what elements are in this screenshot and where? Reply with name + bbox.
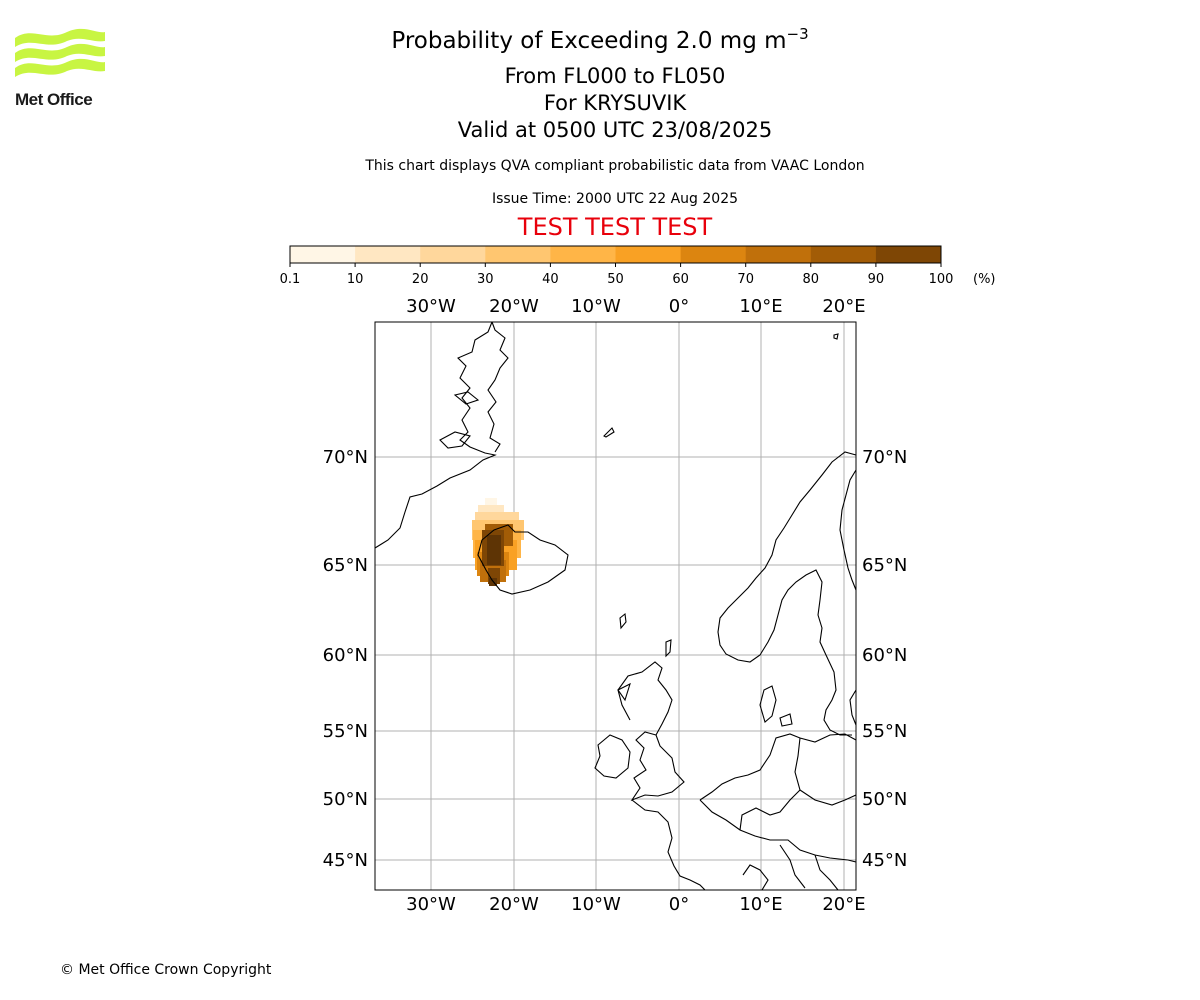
flight-levels: From FL000 to FL050: [504, 64, 726, 88]
colorbar-tick-label: 10: [347, 272, 364, 287]
lon-label-top: 20°W: [489, 296, 539, 317]
colorbar-swatch: [355, 246, 421, 263]
coastlines: [374, 321, 857, 891]
lon-label-top: 30°W: [406, 296, 456, 317]
lat-label-right: 45°N: [862, 850, 907, 871]
graticule: [375, 322, 856, 890]
lat-label-left: 60°N: [323, 645, 368, 666]
lon-label-bottom: 30°W: [406, 894, 456, 915]
lon-label-bottom: 20°W: [489, 894, 539, 915]
colorbar-tick-label: 20: [412, 272, 429, 287]
colorbar: 0.1 10 20 30 40 50 60 70 80 90 100 (%): [280, 245, 996, 287]
lon-label-bottom: 20°E: [822, 894, 865, 915]
met-office-wave-icon: [15, 28, 105, 77]
colorbar-swatch: [550, 246, 616, 263]
axis-labels: 30°W 30°W 20°W 20°W 10°W 10°W 0° 0° 10°E 10°E 20°E…: [323, 296, 908, 915]
colorbar-swatch: [745, 246, 812, 263]
lat-label-right: 70°N: [862, 447, 907, 468]
lat-label-left: 45°N: [323, 850, 368, 871]
map: 30°W 30°W 20°W 20°W 10°W 10°W 0° 0° 10°E 10°E 20°E…: [323, 296, 908, 915]
lat-label-right: 50°N: [862, 789, 907, 810]
location: For KRYSUVIK: [543, 91, 687, 115]
copyright: © Met Office Crown Copyright: [60, 962, 272, 978]
ash-plume: [472, 498, 524, 586]
colorbar-tick-label: 70: [737, 272, 754, 287]
lat-label-left: 50°N: [323, 789, 368, 810]
chart-title: Probability of Exceeding 2.0 mg m−3: [0, 26, 1200, 56]
lat-label-left: 70°N: [323, 447, 368, 468]
valid-time: Valid at 0500 UTC 23/08/2025: [457, 118, 773, 142]
lon-label-bottom: 10°E: [739, 894, 782, 915]
lon-label-bottom: 0°: [669, 894, 689, 915]
title-text: Probability of Exceeding 2.0 mg m: [391, 28, 787, 54]
title-exponent: −3: [786, 25, 809, 43]
lon-label-top: 0°: [669, 296, 689, 317]
lat-label-right: 55°N: [862, 721, 907, 742]
lat-label-left: 55°N: [323, 721, 368, 742]
colorbar-unit: (%): [973, 272, 996, 287]
chart-description: This chart displays QVA compliant probab…: [365, 158, 865, 174]
colorbar-tick-label: 60: [672, 272, 689, 287]
lon-label-top: 20°E: [822, 296, 865, 317]
map-background: [375, 322, 856, 890]
colorbar-tick-label: 50: [607, 272, 624, 287]
colorbar-swatch: [485, 246, 551, 263]
colorbar-swatch: [680, 246, 747, 263]
colorbar-tick-label: 80: [803, 272, 820, 287]
lat-label-right: 60°N: [862, 645, 907, 666]
lon-label-bottom: 10°W: [571, 894, 621, 915]
colorbar-tick-label: 40: [542, 272, 559, 287]
colorbar-tick-label: 30: [477, 272, 494, 287]
colorbar-tick-label: 90: [868, 272, 885, 287]
lat-label-right: 65°N: [862, 555, 907, 576]
issue-time: Issue Time: 2000 UTC 22 Aug 2025: [491, 191, 739, 207]
colorbar-swatch: [810, 246, 877, 263]
met-office-logo: Met Office: [12, 28, 112, 112]
logo-text: Met Office: [15, 90, 93, 109]
test-banner: TEST TEST TEST: [517, 213, 713, 241]
colorbar-swatch: [615, 246, 682, 263]
colorbar-tick-label: 0.1: [280, 272, 301, 287]
lon-label-top: 10°E: [739, 296, 782, 317]
colorbar-swatch: [420, 246, 486, 263]
colorbar-swatch: [290, 246, 356, 263]
lon-label-top: 10°W: [571, 296, 621, 317]
map-frame: [374, 321, 857, 891]
lat-label-left: 65°N: [323, 555, 368, 576]
colorbar-swatch: [875, 246, 942, 263]
colorbar-tick-label: 100: [929, 272, 954, 287]
